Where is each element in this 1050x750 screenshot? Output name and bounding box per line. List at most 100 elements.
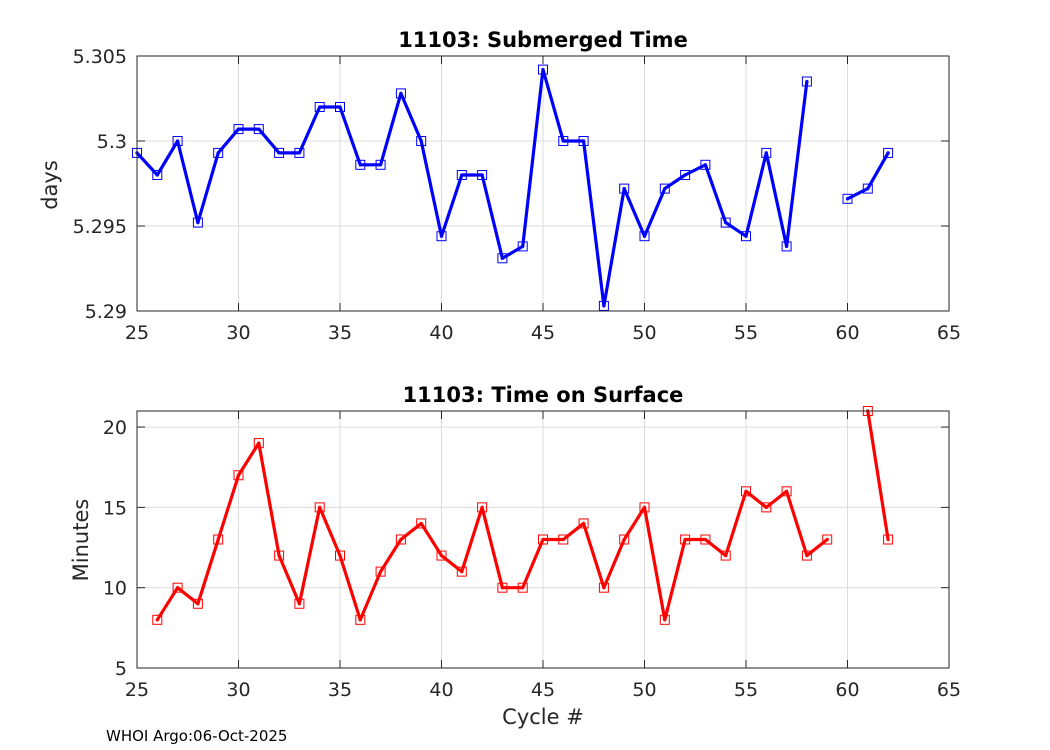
x-tick-label: 55 — [734, 322, 758, 344]
data-point-marker — [619, 183, 630, 194]
data-point-marker — [598, 300, 609, 311]
data-point — [419, 521, 423, 526]
data-point-marker — [781, 486, 792, 497]
data-point — [663, 618, 667, 622]
data-point — [561, 537, 565, 542]
data-point — [338, 105, 342, 109]
data-point — [744, 489, 748, 493]
data-point — [176, 586, 180, 590]
data-point-marker — [680, 170, 691, 180]
data-point — [379, 163, 383, 167]
data-point — [602, 304, 606, 308]
data-point — [216, 537, 220, 542]
data-point-marker — [456, 566, 467, 577]
data-point — [379, 570, 383, 574]
data-point-marker — [456, 170, 467, 180]
data-point — [541, 68, 545, 72]
data-point-marker — [375, 566, 386, 577]
data-point-marker — [761, 147, 772, 158]
data-point-marker — [659, 183, 670, 194]
data-point — [764, 151, 768, 155]
data-point — [439, 234, 444, 238]
series-line — [135, 67, 809, 308]
data-point-marker — [274, 550, 285, 561]
data-point — [561, 139, 565, 143]
chart-title: 11103: Time on Surface — [403, 383, 684, 407]
data-point — [622, 187, 626, 191]
data-point-marker — [172, 136, 183, 146]
data-point — [886, 537, 890, 542]
data-point — [622, 537, 626, 542]
data-point — [176, 139, 180, 143]
data-point-marker — [781, 241, 792, 252]
data-point — [724, 221, 728, 225]
submerged-time-panel: 25 30 35 40 45 50 55 60 65 5.29 5.295 5.3 5.305 11103… — [38, 28, 961, 344]
data-point — [582, 139, 586, 143]
data-point-marker — [883, 147, 894, 158]
data-point — [582, 521, 586, 526]
data-point-marker — [294, 598, 305, 609]
data-point-marker — [578, 136, 589, 146]
data-point — [785, 244, 789, 248]
x-tick-label: 30 — [226, 679, 250, 701]
data-point — [155, 173, 159, 177]
data-point-marker — [253, 438, 264, 449]
data-point-marker — [355, 159, 366, 170]
data-point — [460, 173, 464, 177]
data-point-marker — [700, 534, 711, 545]
x-tick-label: 55 — [734, 679, 758, 701]
data-point-marker — [883, 534, 894, 545]
x-axis-label: Cycle # — [502, 705, 584, 729]
x-tick-label: 65 — [937, 322, 961, 344]
data-point — [683, 173, 687, 177]
data-point-marker — [436, 550, 447, 561]
data-point — [419, 139, 423, 143]
data-point — [805, 553, 809, 558]
data-point-marker — [477, 170, 488, 180]
data-point — [318, 105, 322, 109]
data-point-marker — [761, 502, 772, 513]
data-point — [277, 151, 281, 155]
chart-title: 11103: Submerged Time — [398, 28, 688, 52]
data-point-marker — [720, 550, 731, 561]
data-point-marker — [720, 217, 731, 228]
data-point-marker — [395, 88, 406, 99]
data-point — [216, 151, 220, 155]
y-tick-label: 10 — [103, 578, 127, 600]
data-point-marker — [314, 102, 325, 112]
data-point-marker — [192, 598, 203, 609]
data-point-marker — [172, 582, 183, 593]
x-tick-label: 25 — [125, 322, 149, 344]
y-axis-label: Minutes — [69, 499, 93, 582]
data-point-marker — [233, 124, 244, 135]
data-point-marker — [274, 147, 285, 158]
data-point — [845, 197, 850, 201]
y-tick-label: 5.305 — [73, 46, 127, 68]
data-point — [663, 187, 667, 191]
data-point-marker — [416, 136, 427, 146]
data-point-marker — [862, 183, 873, 194]
data-point — [480, 505, 484, 509]
data-point-marker — [538, 534, 548, 545]
series-line — [155, 441, 829, 622]
data-point — [257, 127, 261, 131]
data-point-marker — [801, 76, 812, 87]
data-point-marker — [233, 470, 244, 481]
data-point-marker — [801, 550, 812, 561]
data-point-marker — [152, 170, 163, 180]
data-point — [703, 537, 708, 542]
y-tick-label: 5.3 — [97, 131, 127, 153]
data-point-marker — [741, 231, 751, 242]
data-point-marker — [335, 102, 345, 112]
x-tick-label: 30 — [226, 322, 250, 344]
data-point — [399, 91, 403, 95]
data-point — [358, 618, 362, 622]
data-point-marker — [395, 534, 406, 545]
data-point-marker — [477, 502, 488, 513]
y-tick-label: 15 — [103, 497, 127, 519]
x-tick-label: 40 — [429, 679, 453, 701]
footer-credit: WHOI Argo:06-Oct-2025 — [106, 727, 287, 745]
data-point — [277, 553, 281, 558]
data-point-marker — [842, 193, 853, 204]
data-point — [460, 570, 464, 574]
